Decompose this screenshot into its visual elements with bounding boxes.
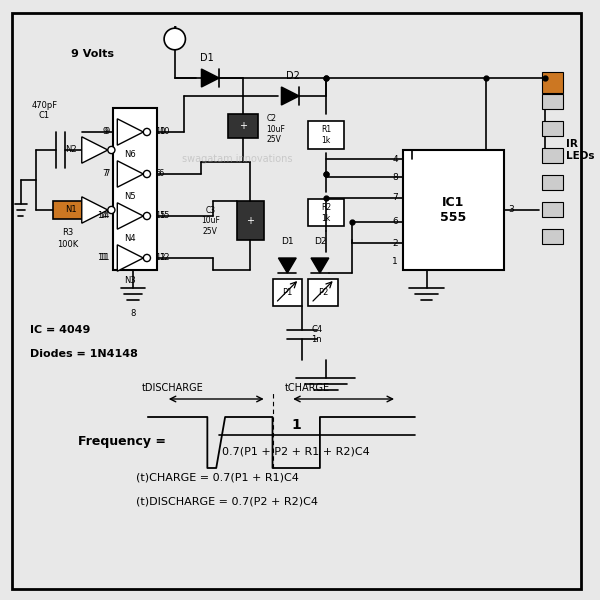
Text: D1: D1 [200,53,214,63]
Circle shape [143,128,151,136]
Text: +: + [239,121,247,131]
Text: 11: 11 [97,253,108,263]
Text: N2: N2 [65,145,77,154]
FancyBboxPatch shape [237,201,263,240]
FancyBboxPatch shape [542,175,563,190]
FancyBboxPatch shape [542,121,563,136]
Text: R1
1k: R1 1k [321,125,331,145]
Text: Diodes = 1N4148: Diodes = 1N4148 [29,349,137,359]
FancyBboxPatch shape [403,150,503,270]
Text: 7: 7 [103,169,108,179]
FancyBboxPatch shape [12,13,581,589]
Polygon shape [281,87,299,105]
Text: D1: D1 [281,237,293,246]
FancyBboxPatch shape [228,114,258,138]
Text: Frequency =: Frequency = [78,434,166,448]
Text: 8: 8 [131,309,136,318]
Text: 14: 14 [99,211,110,220]
FancyBboxPatch shape [542,148,563,163]
Text: R3: R3 [62,228,74,237]
Text: 7: 7 [104,169,110,179]
Text: 6: 6 [155,169,161,179]
Text: 11: 11 [99,253,110,263]
FancyBboxPatch shape [542,229,563,244]
Text: 0.7(P1 + P2 + R1 + R2)C4: 0.7(P1 + P2 + R1 + R2)C4 [223,447,370,457]
Text: 9 Volts: 9 Volts [71,49,114,59]
Text: 3: 3 [508,205,514,214]
Text: +: + [167,23,183,43]
Polygon shape [278,258,296,273]
Text: 100K: 100K [58,240,79,249]
FancyBboxPatch shape [113,108,157,270]
Text: N6: N6 [124,150,136,159]
Circle shape [143,170,151,178]
Text: N1: N1 [65,205,77,214]
Text: 1: 1 [392,257,398,265]
Text: 470pF
C1: 470pF C1 [31,101,58,120]
Text: C2
10uF
25V: C2 10uF 25V [266,114,286,144]
Circle shape [108,146,115,154]
Text: tCHARGE: tCHARGE [284,383,329,393]
Text: P1: P1 [282,289,293,297]
Text: (t)DISCHARGE = 0.7(P2 + R2)C4: (t)DISCHARGE = 0.7(P2 + R2)C4 [136,496,318,506]
Circle shape [108,206,115,214]
Text: +: + [246,216,254,226]
Text: 4: 4 [392,154,398,163]
Text: swagatam innovations: swagatam innovations [182,154,292,164]
Text: N3: N3 [124,276,136,285]
Text: tDISCHARGE: tDISCHARGE [142,383,204,393]
Text: D2: D2 [314,237,326,246]
FancyBboxPatch shape [272,279,302,306]
FancyBboxPatch shape [308,279,338,306]
Polygon shape [311,258,329,273]
FancyBboxPatch shape [53,201,86,219]
Text: 1: 1 [292,418,301,432]
Text: 2: 2 [392,238,398,247]
Circle shape [143,254,151,262]
Text: D2: D2 [286,71,300,81]
Text: N5: N5 [125,192,136,201]
Text: 15: 15 [155,211,166,220]
Text: IC1
555: IC1 555 [440,196,466,224]
Polygon shape [202,69,219,87]
Text: 7: 7 [392,193,398,202]
FancyBboxPatch shape [308,199,344,226]
Circle shape [164,28,185,50]
Text: N4: N4 [125,234,136,243]
Text: 6: 6 [159,169,164,179]
Polygon shape [118,161,143,187]
Text: 8: 8 [392,173,398,181]
Text: 9: 9 [103,127,108,136]
Text: 14: 14 [97,211,108,220]
Text: 12: 12 [155,253,166,263]
Text: P2: P2 [317,289,328,297]
Text: (t)CHARGE = 0.7(P1 + R1)C4: (t)CHARGE = 0.7(P1 + R1)C4 [136,472,299,482]
Polygon shape [82,197,108,223]
Text: C3
10uF
25V: C3 10uF 25V [201,206,220,236]
Text: 10: 10 [155,127,166,136]
Polygon shape [82,137,108,163]
Polygon shape [118,203,143,229]
Text: 10: 10 [159,127,169,136]
Circle shape [143,212,151,220]
Text: IR
LEDs: IR LEDs [566,139,594,161]
Polygon shape [118,245,143,271]
Text: 6: 6 [392,217,398,226]
Text: C4
1n: C4 1n [311,325,322,344]
Polygon shape [118,119,143,145]
FancyBboxPatch shape [542,202,563,217]
Text: 15: 15 [159,211,169,220]
FancyBboxPatch shape [308,121,344,148]
FancyBboxPatch shape [542,72,563,93]
Text: 9: 9 [104,127,110,136]
Text: 12: 12 [159,253,169,263]
FancyBboxPatch shape [542,94,563,109]
Text: R2
1k: R2 1k [321,203,331,223]
Text: IC = 4049: IC = 4049 [29,325,90,335]
